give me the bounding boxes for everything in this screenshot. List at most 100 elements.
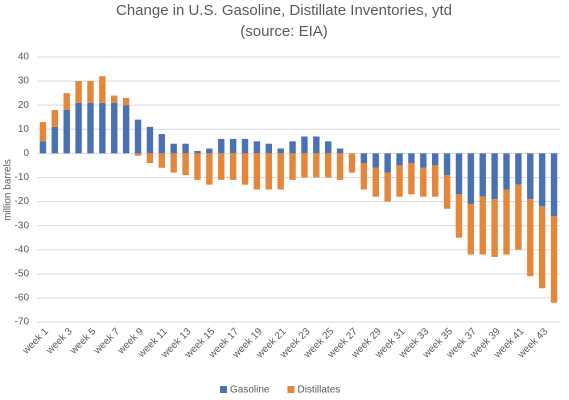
bar <box>87 102 94 154</box>
bar <box>158 153 166 168</box>
y-tick-label: 40 <box>18 52 30 63</box>
bar <box>431 165 439 197</box>
bar <box>384 153 391 173</box>
bar <box>277 148 284 154</box>
y-tick-label: -70 <box>15 317 30 328</box>
y-axis-label: million barrels <box>3 159 14 221</box>
bar <box>396 153 403 166</box>
bar <box>550 153 558 216</box>
bar <box>63 93 70 110</box>
y-tick-label: 20 <box>18 100 30 111</box>
bar <box>301 153 308 178</box>
bar <box>491 199 498 257</box>
y-tick-label: -40 <box>15 244 30 255</box>
bar <box>527 153 534 200</box>
bar <box>206 153 213 185</box>
bar <box>384 172 391 202</box>
bar <box>146 153 154 163</box>
bar <box>253 141 261 154</box>
bar <box>170 143 177 154</box>
bar <box>313 153 320 178</box>
bar <box>455 153 463 195</box>
bar <box>51 110 59 127</box>
bar <box>241 153 249 185</box>
bar <box>325 153 332 178</box>
bar <box>479 153 486 197</box>
bar <box>134 119 142 154</box>
bar <box>443 153 451 176</box>
bar <box>99 102 106 154</box>
legend-label: Distillates <box>297 385 340 396</box>
y-tick-label: 10 <box>18 124 30 135</box>
y-tick-label: -50 <box>15 268 30 279</box>
y-tick-label: -20 <box>15 196 30 207</box>
bar <box>63 110 70 154</box>
bar <box>515 184 522 250</box>
bar <box>550 216 558 303</box>
bar <box>455 194 463 238</box>
bar <box>527 199 534 277</box>
bar <box>420 167 427 197</box>
bar <box>170 153 177 173</box>
bar <box>39 122 47 142</box>
bar <box>479 196 486 255</box>
bar <box>396 165 403 197</box>
bar <box>467 203 475 255</box>
bar <box>194 150 201 154</box>
bar <box>301 136 308 154</box>
bar <box>99 76 106 103</box>
bar <box>431 153 439 166</box>
bar <box>503 189 510 255</box>
bar <box>336 153 344 180</box>
bar <box>265 143 272 154</box>
chart-subtitle: (source: EIA) <box>240 23 328 40</box>
y-tick-label: 30 <box>18 76 30 87</box>
legend-swatch <box>220 386 227 393</box>
chart-title: Change in U.S. Gasoline, Distillate Inve… <box>116 2 452 19</box>
y-tick-label: -60 <box>15 293 30 304</box>
bar <box>122 105 130 154</box>
bar <box>122 97 130 106</box>
bar <box>182 143 189 154</box>
bar <box>229 138 237 154</box>
legend-swatch <box>287 386 295 393</box>
bar <box>277 153 284 190</box>
bar <box>182 153 189 176</box>
x-tick-label: week 1 <box>20 326 51 357</box>
bar <box>491 153 498 200</box>
bar <box>87 81 94 103</box>
x-tick-label: week 5 <box>68 326 99 357</box>
bar <box>111 95 118 103</box>
y-tick-label: -30 <box>15 220 30 231</box>
bar <box>39 141 47 154</box>
bar <box>336 148 344 154</box>
bar <box>467 153 475 204</box>
bar <box>194 153 201 180</box>
bar <box>408 163 415 195</box>
bar <box>515 153 522 185</box>
bar <box>51 126 59 154</box>
bar <box>111 102 118 154</box>
y-tick-label: -10 <box>15 172 30 183</box>
bar <box>360 163 368 190</box>
x-tick-label: week 3 <box>44 326 75 357</box>
bar <box>75 102 82 154</box>
bar <box>206 148 213 154</box>
bar <box>229 153 237 180</box>
bar <box>372 153 379 168</box>
bar <box>348 153 356 173</box>
bar <box>218 138 225 154</box>
bar <box>241 138 249 154</box>
bar <box>75 81 82 103</box>
bar <box>360 153 368 163</box>
bar <box>265 153 272 190</box>
bar <box>218 153 225 180</box>
bar <box>325 141 332 154</box>
legend-label: Gasoline <box>230 385 270 396</box>
bar <box>372 167 379 197</box>
bar <box>538 153 546 207</box>
bar <box>503 153 510 190</box>
bar <box>420 153 427 168</box>
bar <box>134 153 142 156</box>
